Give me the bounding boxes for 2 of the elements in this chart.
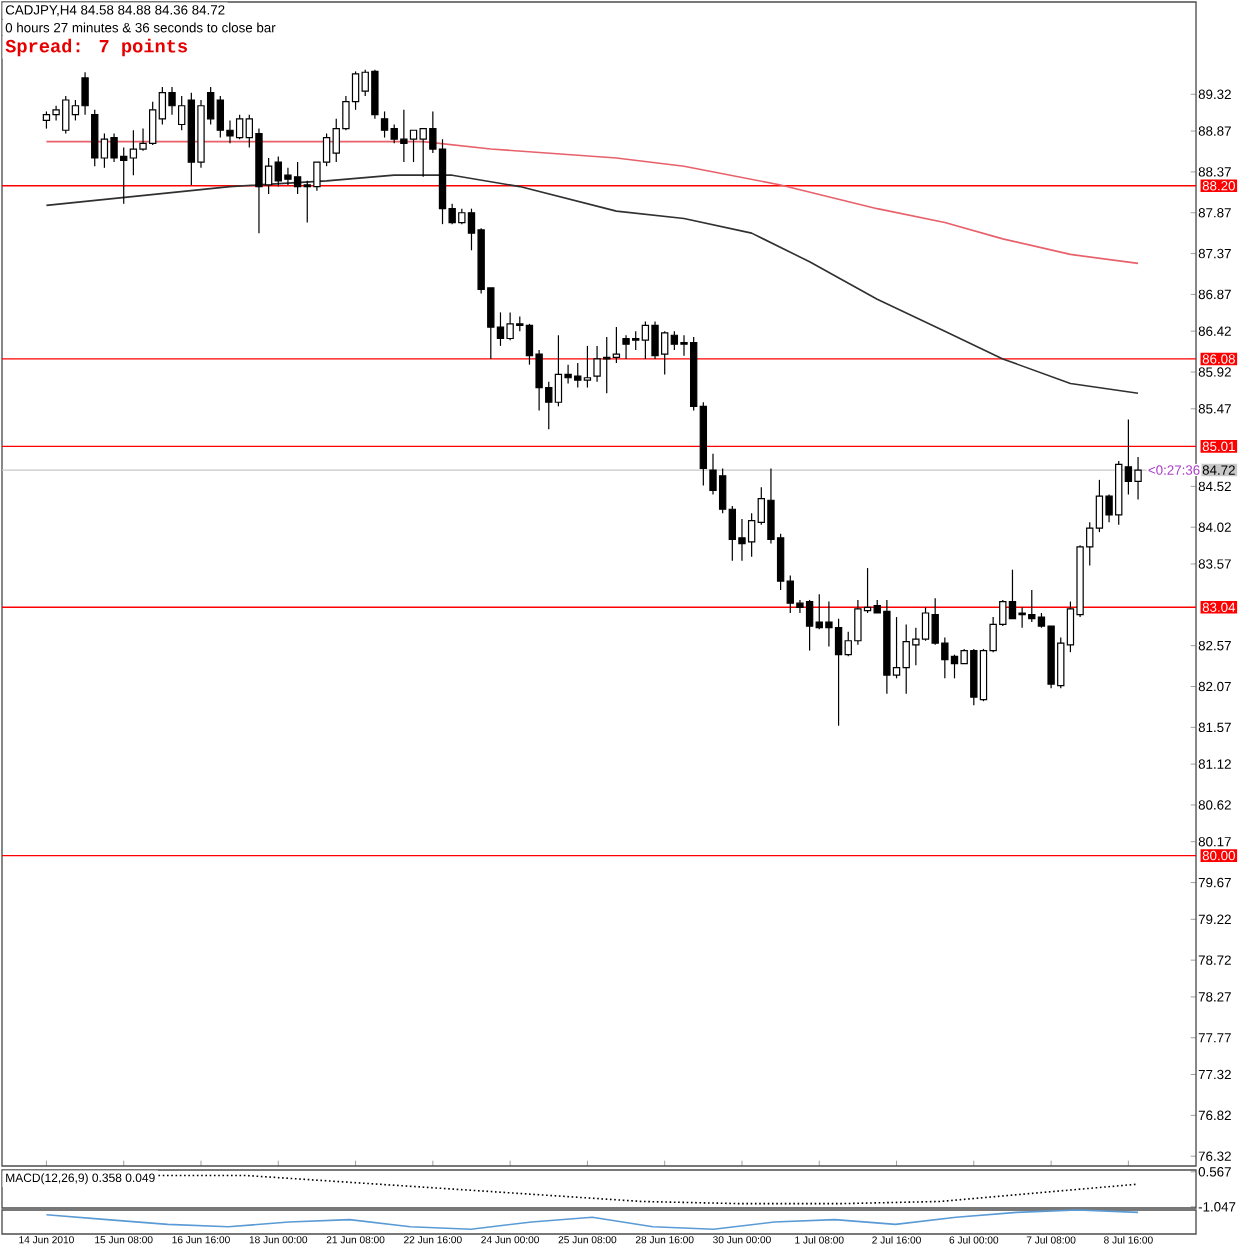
annotation: Spread: 7 points xyxy=(5,38,187,57)
line-series xyxy=(45,174,1139,395)
